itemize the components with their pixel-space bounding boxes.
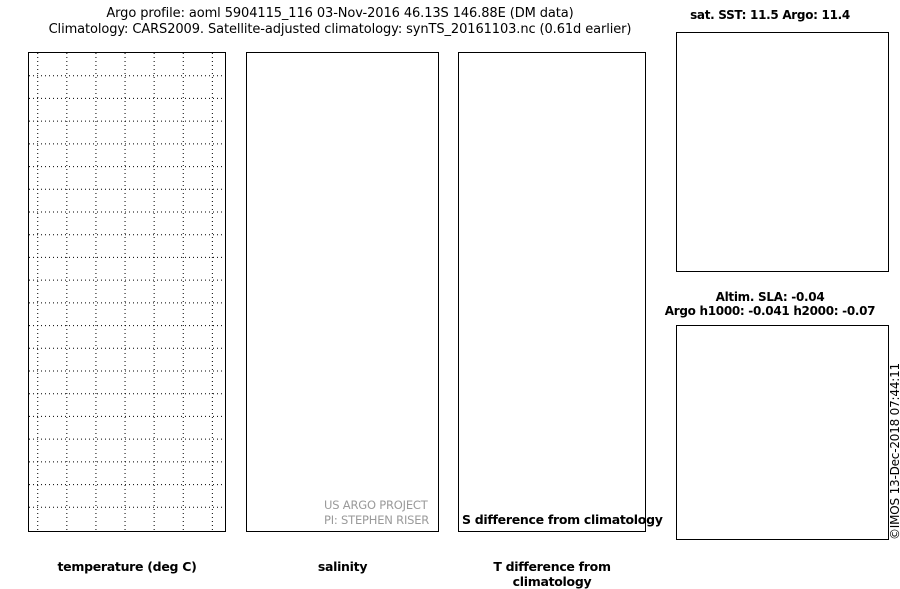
salinity-profile-panel — [246, 52, 439, 532]
sla-map-image — [677, 326, 887, 538]
copyright-text: ©IMOS 13-Dec-2018 07:44:11 — [888, 363, 900, 540]
temperature-profile-plot — [29, 53, 224, 530]
figure-title-line1: Argo profile: aoml 5904115_116 03-Nov-20… — [106, 6, 574, 21]
s-difference-axis-title: S difference from climatology — [462, 512, 663, 527]
sst-map-title: sat. SST: 11.5 Argo: 11.4 — [690, 8, 850, 22]
figure-title: Argo profile: aoml 5904115_116 03-Nov-20… — [0, 6, 680, 38]
sla-map-title-line2: Argo h1000: -0.041 h2000: -0.07 — [664, 304, 876, 318]
sst-map-panel — [676, 32, 889, 272]
sla-map-panel — [676, 325, 889, 540]
watermark-project: US ARGO PROJECT — [324, 498, 428, 512]
figure-title-line2: Climatology: CARS2009. Satellite-adjuste… — [48, 22, 632, 37]
salinity-axis-title: salinity — [317, 559, 368, 574]
sla-map-title-line1: Altim. SLA: -0.04 — [715, 290, 825, 304]
sst-map-image — [677, 33, 887, 270]
watermark-pi: PI: STEPHEN RISER — [324, 513, 430, 527]
difference-profile-panel — [458, 52, 646, 532]
t-difference-axis-title: T difference from climatology — [493, 559, 611, 589]
difference-profile-plot — [459, 53, 644, 530]
temperature-profile-panel — [28, 52, 226, 532]
temperature-axis-title: temperature (deg C) — [57, 559, 197, 574]
salinity-profile-plot — [247, 53, 437, 530]
